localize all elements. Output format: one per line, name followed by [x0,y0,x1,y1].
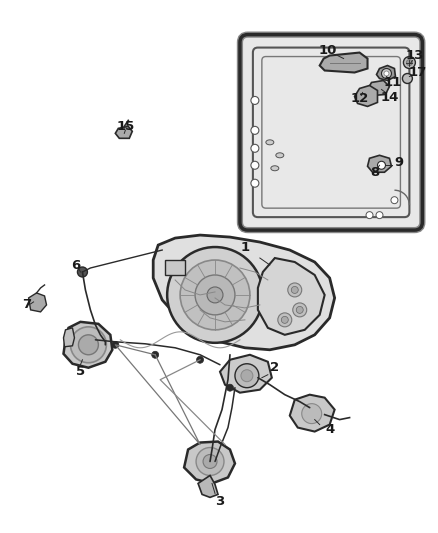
Circle shape [167,247,263,343]
Text: 4: 4 [325,423,334,436]
Circle shape [180,260,250,330]
Circle shape [78,335,99,355]
Text: 12: 12 [350,92,369,105]
Circle shape [403,74,413,84]
Polygon shape [320,53,367,72]
Circle shape [378,161,385,169]
Polygon shape [64,328,74,347]
Circle shape [381,69,392,78]
Polygon shape [184,441,235,483]
Polygon shape [367,80,389,95]
Text: 17: 17 [408,66,427,79]
Circle shape [376,212,383,219]
Circle shape [403,56,415,69]
Bar [165,260,185,275]
Circle shape [207,287,223,303]
Text: 5: 5 [76,365,85,378]
Circle shape [384,71,389,76]
Circle shape [197,356,204,364]
Text: 9: 9 [395,156,404,169]
Circle shape [251,144,259,152]
Polygon shape [377,66,396,80]
Text: 7: 7 [22,298,31,311]
Polygon shape [258,258,325,335]
Circle shape [152,351,159,358]
Circle shape [78,267,88,277]
Text: 6: 6 [71,259,80,271]
Ellipse shape [271,166,279,171]
Circle shape [278,313,292,327]
Polygon shape [64,322,112,368]
Circle shape [288,283,302,297]
Circle shape [391,197,398,204]
Circle shape [195,275,235,315]
Polygon shape [290,394,335,432]
FancyBboxPatch shape [240,35,422,230]
Text: 2: 2 [270,361,279,374]
Polygon shape [355,85,378,107]
Circle shape [251,179,259,187]
Circle shape [196,448,224,475]
Ellipse shape [276,153,284,158]
Text: 10: 10 [318,44,337,57]
Text: 14: 14 [380,91,399,104]
Circle shape [281,317,288,324]
Circle shape [293,303,307,317]
Circle shape [366,212,373,219]
Circle shape [291,286,298,294]
Circle shape [235,364,259,387]
Circle shape [251,161,259,169]
Circle shape [226,384,233,391]
Circle shape [203,455,217,469]
Text: 15: 15 [116,120,134,133]
Polygon shape [115,126,132,139]
Circle shape [241,370,253,382]
Text: 11: 11 [383,76,402,89]
Circle shape [406,60,413,66]
Polygon shape [28,293,46,312]
Circle shape [112,341,119,348]
Polygon shape [153,235,335,350]
Text: 1: 1 [240,240,250,254]
Polygon shape [367,155,392,172]
Polygon shape [198,475,218,497]
Circle shape [251,96,259,104]
Circle shape [296,306,303,313]
Text: 3: 3 [215,495,225,508]
Text: 13: 13 [405,49,424,62]
Text: 8: 8 [370,166,379,179]
Circle shape [302,403,321,424]
Ellipse shape [266,140,274,145]
Polygon shape [220,355,272,393]
Circle shape [251,126,259,134]
Circle shape [71,327,106,363]
